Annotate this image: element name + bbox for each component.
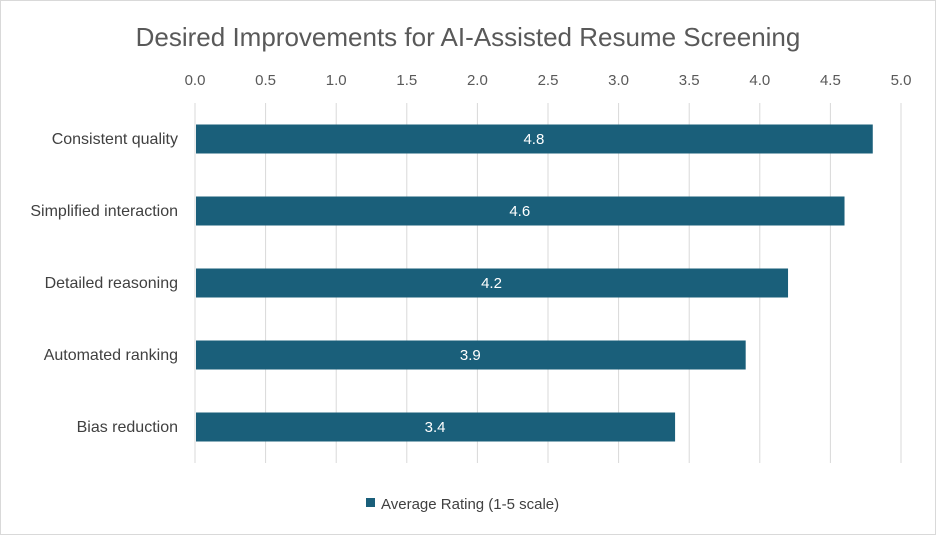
category-label: Detailed reasoning [45, 275, 178, 292]
x-tick-label: 5.0 [891, 72, 912, 89]
bars [196, 124, 873, 442]
chart-title: Desired Improvements for AI-Assisted Res… [136, 22, 801, 52]
x-tick-label: 3.5 [679, 72, 700, 89]
data-label: 4.2 [481, 275, 502, 292]
category-label: Consistent quality [52, 131, 178, 148]
legend-label: Average Rating (1-5 scale) [381, 496, 559, 513]
category-label: Automated ranking [44, 347, 178, 364]
data-label: 4.8 [523, 131, 544, 148]
y-axis-categories: Consistent quality Simplified interaction… [30, 131, 178, 436]
x-tick-label: 2.5 [538, 72, 559, 89]
x-tick-label: 4.5 [820, 72, 841, 89]
data-label: 3.9 [460, 347, 481, 364]
x-axis-ticks: 0.0 0.5 1.0 1.5 2.0 2.5 3.0 3.5 4.0 4.5 5.0 [185, 72, 912, 89]
x-tick-label: 2.0 [467, 72, 488, 89]
x-tick-label: 1.5 [396, 72, 417, 89]
bar [196, 268, 789, 298]
bar [196, 196, 845, 226]
x-tick-label: 1.0 [326, 72, 347, 89]
x-tick-label: 0.5 [255, 72, 276, 89]
legend-swatch [366, 498, 375, 507]
x-tick-label: 3.0 [608, 72, 629, 89]
legend: Average Rating (1-5 scale) [366, 496, 559, 513]
bar [196, 124, 873, 154]
category-label: Bias reduction [77, 419, 178, 436]
x-tick-label: 4.0 [749, 72, 770, 89]
bar [196, 412, 676, 442]
x-tick-label: 0.0 [185, 72, 206, 89]
data-label: 4.6 [509, 203, 530, 220]
bar [196, 340, 746, 370]
data-label: 3.4 [425, 419, 446, 436]
category-label: Simplified interaction [30, 203, 178, 220]
data-labels: 4.8 4.6 4.2 3.9 3.4 [425, 131, 545, 436]
